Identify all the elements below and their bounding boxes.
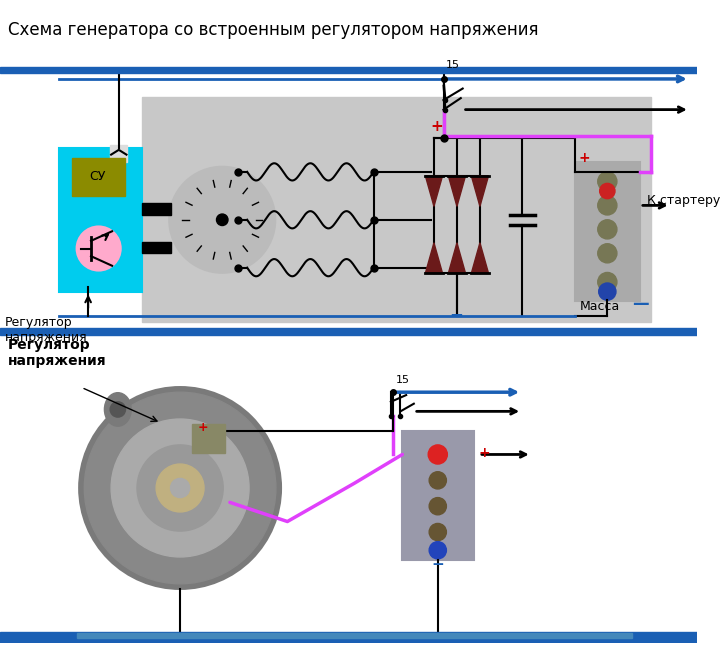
Circle shape bbox=[111, 419, 249, 557]
Polygon shape bbox=[425, 175, 443, 206]
Text: Регулятор
напряжения: Регулятор напряжения bbox=[8, 338, 106, 368]
Circle shape bbox=[430, 446, 446, 463]
Ellipse shape bbox=[104, 393, 131, 426]
Circle shape bbox=[598, 196, 617, 215]
Bar bbox=[110, 145, 127, 162]
Circle shape bbox=[170, 478, 190, 497]
Circle shape bbox=[598, 283, 616, 300]
Bar bbox=[142, 204, 170, 215]
Circle shape bbox=[156, 464, 204, 512]
Text: −: − bbox=[432, 557, 444, 572]
Circle shape bbox=[428, 445, 448, 464]
Circle shape bbox=[598, 273, 617, 292]
Polygon shape bbox=[471, 243, 488, 273]
Bar bbox=[191, 424, 225, 453]
Bar bbox=[142, 97, 652, 323]
Text: Масса: Масса bbox=[579, 300, 620, 313]
Text: —: — bbox=[632, 295, 649, 313]
Circle shape bbox=[137, 445, 223, 531]
Text: +: + bbox=[478, 446, 490, 461]
Bar bbox=[142, 242, 170, 254]
Circle shape bbox=[598, 244, 617, 263]
Polygon shape bbox=[471, 175, 488, 206]
Text: −: − bbox=[449, 306, 463, 323]
Circle shape bbox=[430, 524, 446, 541]
Circle shape bbox=[600, 183, 615, 198]
Circle shape bbox=[84, 392, 276, 584]
Text: 15: 15 bbox=[446, 60, 459, 70]
Circle shape bbox=[170, 167, 275, 273]
Bar bbox=[72, 158, 124, 196]
Bar bbox=[0, 328, 697, 334]
Text: 15: 15 bbox=[395, 374, 410, 384]
Bar bbox=[0, 631, 697, 643]
Bar bbox=[76, 633, 632, 639]
Polygon shape bbox=[448, 243, 466, 273]
Bar bbox=[403, 430, 474, 560]
Text: Регулятор
напряжения: Регулятор напряжения bbox=[5, 315, 87, 344]
Text: К стартеру: К стартеру bbox=[646, 194, 720, 207]
Circle shape bbox=[430, 472, 446, 489]
Text: +: + bbox=[197, 422, 208, 434]
Bar bbox=[60, 148, 142, 292]
Text: СУ: СУ bbox=[90, 170, 106, 183]
Text: Схема генератора со встроенным регулятором напряжения: Схема генератора со встроенным регулятор… bbox=[8, 22, 538, 39]
Circle shape bbox=[598, 172, 617, 191]
Bar bbox=[0, 66, 697, 73]
Polygon shape bbox=[448, 175, 466, 206]
Circle shape bbox=[79, 388, 281, 589]
Bar bbox=[0, 633, 697, 643]
Circle shape bbox=[216, 214, 228, 225]
Polygon shape bbox=[425, 243, 443, 273]
Circle shape bbox=[430, 497, 446, 515]
Circle shape bbox=[76, 227, 121, 271]
Circle shape bbox=[430, 541, 446, 559]
Bar bbox=[575, 162, 640, 301]
Text: +: + bbox=[579, 151, 590, 166]
Circle shape bbox=[110, 402, 125, 417]
Text: +: + bbox=[430, 119, 443, 133]
Circle shape bbox=[598, 220, 617, 239]
